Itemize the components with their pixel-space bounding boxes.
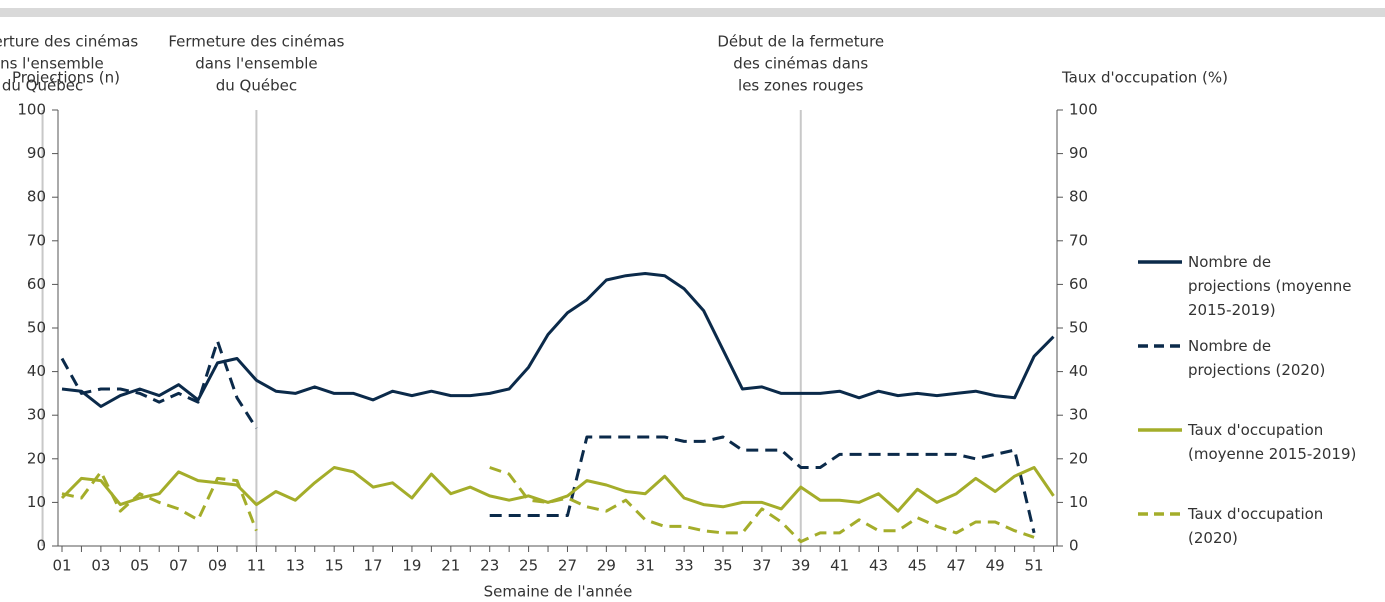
x-tick-label: 21 bbox=[441, 557, 460, 575]
y-tick-label: 80 bbox=[27, 188, 46, 206]
x-tick-label: 45 bbox=[908, 557, 927, 575]
y-tick-label: 40 bbox=[27, 362, 46, 380]
x-tick-label: 37 bbox=[752, 557, 771, 575]
y-tick-label: 70 bbox=[27, 231, 46, 249]
x-tick-label: 03 bbox=[91, 557, 110, 575]
x-tick-label: 31 bbox=[636, 557, 655, 575]
x-tick-label: 49 bbox=[986, 557, 1005, 575]
annotation: du Québec bbox=[216, 77, 297, 95]
x-tick-label: 11 bbox=[247, 557, 266, 575]
y2-tick-label: 40 bbox=[1069, 362, 1088, 380]
x-tick-label: 01 bbox=[52, 557, 71, 575]
y-tick-label: 20 bbox=[27, 449, 46, 467]
y2-axis-title: Taux d'occupation (%) bbox=[1061, 69, 1228, 87]
x-tick-label: 29 bbox=[597, 557, 616, 575]
annotation: dans l'ensemble bbox=[195, 55, 317, 73]
x-tick-label: 05 bbox=[130, 557, 149, 575]
x-tick-label: 27 bbox=[558, 557, 577, 575]
y2-tick-label: 70 bbox=[1069, 231, 1088, 249]
y2-tick-label: 10 bbox=[1069, 493, 1088, 511]
y-axis-title: Projections (n) bbox=[12, 69, 120, 87]
legend-swatch bbox=[1138, 344, 1182, 348]
series-line bbox=[60, 466, 1055, 513]
y2-tick-label: 20 bbox=[1069, 449, 1088, 467]
legend-swatch bbox=[1138, 512, 1182, 516]
y2-tick-label: 30 bbox=[1069, 406, 1088, 424]
y-tick-label: 60 bbox=[27, 275, 46, 293]
annotation: Réouverture des cinémas bbox=[0, 33, 138, 51]
annotation: des cinémas dans bbox=[733, 55, 868, 73]
y2-tick-label: 90 bbox=[1069, 144, 1088, 162]
annotation: les zones rouges bbox=[738, 77, 864, 95]
series-line bbox=[60, 339, 1036, 534]
y2-tick-label: 0 bbox=[1069, 537, 1079, 555]
y-tick-label: 10 bbox=[27, 493, 46, 511]
y2-tick-label: 50 bbox=[1069, 319, 1088, 337]
x-tick-label: 43 bbox=[869, 557, 888, 575]
x-tick-label: 47 bbox=[947, 557, 966, 575]
legend-swatch bbox=[1138, 428, 1182, 432]
y-tick-label: 100 bbox=[17, 101, 46, 119]
x-tick-label: 33 bbox=[675, 557, 694, 575]
annotation: Début de la fermeture bbox=[717, 33, 884, 51]
x-axis-title: Semaine de l'année bbox=[484, 583, 633, 601]
y2-tick-label: 80 bbox=[1069, 188, 1088, 206]
x-tick-label: 41 bbox=[830, 557, 849, 575]
legend-swatch bbox=[1138, 260, 1182, 264]
legend-label: Taux d'occupation (moyenne 2015-2019) bbox=[1188, 421, 1357, 463]
x-tick-label: 25 bbox=[519, 557, 538, 575]
x-tick-label: 39 bbox=[791, 557, 810, 575]
x-tick-label: 35 bbox=[713, 557, 732, 575]
legend-label: Nombre de projections (2020) bbox=[1188, 337, 1326, 379]
legend-label: Taux d'occupation (2020) bbox=[1188, 505, 1324, 547]
series-line bbox=[61, 466, 1035, 544]
x-tick-label: 19 bbox=[402, 557, 421, 575]
annotation: du Québec bbox=[2, 77, 83, 95]
x-tick-label: 13 bbox=[286, 557, 305, 575]
y2-tick-label: 100 bbox=[1069, 101, 1098, 119]
series-line bbox=[61, 272, 1055, 408]
x-tick-label: 23 bbox=[480, 557, 499, 575]
x-tick-label: 09 bbox=[208, 557, 227, 575]
y-tick-label: 90 bbox=[27, 144, 46, 162]
y-tick-label: 30 bbox=[27, 406, 46, 424]
annotation: dans l'ensemble bbox=[0, 55, 104, 73]
y-tick-label: 0 bbox=[36, 537, 46, 555]
x-tick-label: 07 bbox=[169, 557, 188, 575]
y-tick-label: 50 bbox=[27, 319, 46, 337]
x-tick-label: 15 bbox=[325, 557, 344, 575]
y2-tick-label: 60 bbox=[1069, 275, 1088, 293]
legend-label: Nombre de projections (moyenne 2015-2019… bbox=[1188, 253, 1352, 319]
x-tick-label: 17 bbox=[364, 557, 383, 575]
x-tick-label: 51 bbox=[1025, 557, 1044, 575]
annotation: Fermeture des cinémas bbox=[168, 33, 344, 51]
top-bar bbox=[0, 8, 1385, 17]
